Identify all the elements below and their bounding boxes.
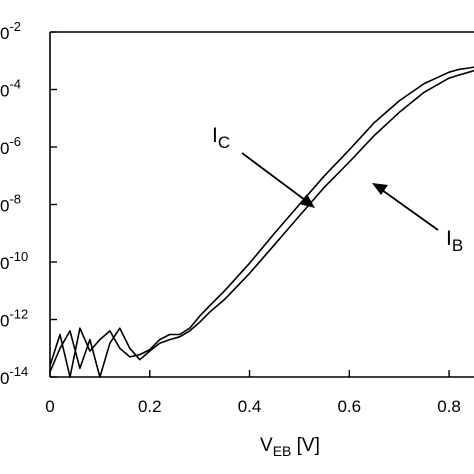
y-tick-label-base: 0 xyxy=(0,24,9,43)
x-axis-label: VEB [V] xyxy=(260,435,320,459)
series-layer xyxy=(49,66,474,378)
series-line-i-b xyxy=(49,69,474,378)
y-tick-label: 0-4 xyxy=(0,77,21,101)
y-tick-label-exponent: -6 xyxy=(9,134,21,149)
y-axis: 0-20-40-60-80-100-120-14 xyxy=(0,19,57,388)
y-tick-label-exponent: -12 xyxy=(9,307,28,322)
ic-label: IC xyxy=(212,124,230,152)
y-tick-label-base: 0 xyxy=(0,254,9,273)
annotation-ib: IB xyxy=(372,183,463,255)
y-tick-label: 0-10 xyxy=(0,249,28,273)
ib-arrow-line xyxy=(381,189,439,231)
y-tick-label-base: 0 xyxy=(0,139,9,158)
plot-frame xyxy=(49,31,474,378)
x-tick-label: 0.4 xyxy=(238,397,262,416)
ib-label: IB xyxy=(446,227,463,255)
y-tick-label-base: 0 xyxy=(0,312,9,331)
y-tick-label-base: 0 xyxy=(0,369,9,388)
y-tick-label: 0-12 xyxy=(0,307,28,331)
ic-arrow-line xyxy=(241,152,306,201)
y-tick-label-exponent: -8 xyxy=(9,192,21,207)
y-tick-label: 0-2 xyxy=(0,19,21,43)
x-tick-label: 0.8 xyxy=(437,397,461,416)
y-tick-label-base: 0 xyxy=(0,82,9,101)
ic-arrow-head xyxy=(299,194,315,208)
ib-label-main: I xyxy=(446,227,452,250)
ib-arrow-head xyxy=(372,183,388,195)
y-tick-label-exponent: -4 xyxy=(9,77,21,92)
ic-label-sub: C xyxy=(218,133,230,152)
y-tick-label: 0-6 xyxy=(0,134,21,158)
x-tick-label: 0.6 xyxy=(337,397,361,416)
x-tick-label: 0 xyxy=(45,397,54,416)
ic-label-main: I xyxy=(212,124,218,147)
x-axis-label-rest: [V] xyxy=(291,435,320,456)
y-tick-label: 0-14 xyxy=(0,364,28,388)
series-line-i-c xyxy=(49,66,474,378)
x-tick-label: 0.2 xyxy=(138,397,162,416)
x-axis: 0 0.2 0.4 0.6 0.8 xyxy=(45,370,461,416)
ib-label-sub: B xyxy=(452,236,463,255)
y-tick-label-exponent: -14 xyxy=(9,364,28,379)
y-tick-label: 0-8 xyxy=(0,192,21,216)
x-axis-label-main: V xyxy=(260,435,273,456)
x-axis-label-sub: EB xyxy=(273,443,292,459)
annotation-ic: IC xyxy=(212,124,315,208)
y-tick-label-exponent: -10 xyxy=(9,249,28,264)
y-tick-label-base: 0 xyxy=(0,197,9,216)
y-tick-label-exponent: -2 xyxy=(9,19,21,34)
